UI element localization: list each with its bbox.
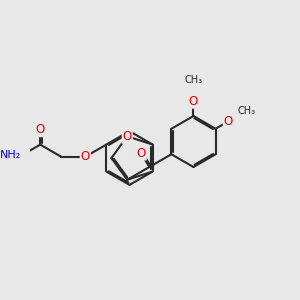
Text: O: O — [81, 150, 90, 163]
Text: O: O — [224, 115, 233, 128]
Text: O: O — [136, 147, 146, 160]
Text: O: O — [36, 123, 45, 136]
Text: CH₃: CH₃ — [184, 75, 202, 85]
Text: O: O — [123, 130, 132, 143]
Text: O: O — [189, 95, 198, 108]
Text: NH₂: NH₂ — [0, 150, 22, 160]
Text: CH₃: CH₃ — [238, 106, 256, 116]
